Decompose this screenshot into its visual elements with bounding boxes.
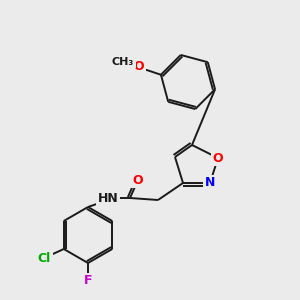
Text: N: N [205,176,215,190]
Text: CH₃: CH₃ [112,57,134,67]
Text: F: F [84,274,92,287]
Text: O: O [133,173,143,187]
Text: O: O [213,152,223,164]
Text: HN: HN [98,191,118,205]
Text: Cl: Cl [38,251,51,265]
Text: O: O [134,60,144,73]
